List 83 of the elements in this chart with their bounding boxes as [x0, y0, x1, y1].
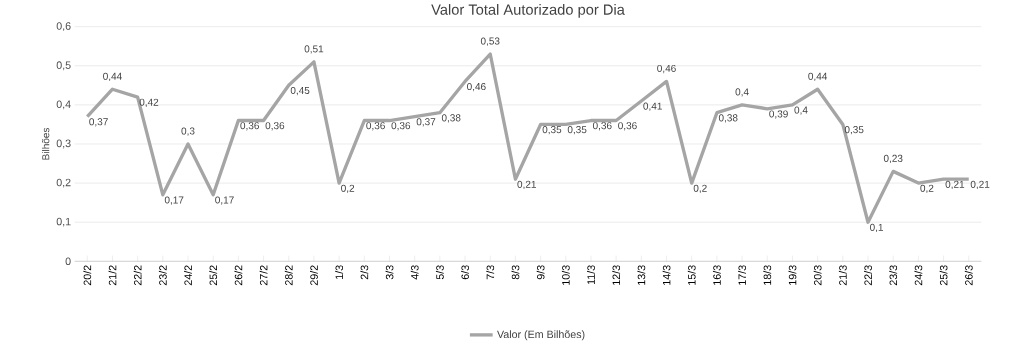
data-label: 0,36	[618, 122, 637, 131]
x-tick-label: 16/3	[712, 265, 721, 285]
data-label: 0,21	[517, 180, 536, 190]
data-label: 0,35	[567, 126, 587, 135]
data-label: 0,38	[718, 114, 738, 123]
x-tick-label: 14/3	[662, 265, 671, 285]
y-tick-label: 0,3	[56, 139, 71, 149]
x-tick-label: 22/3	[864, 265, 872, 286]
x-tick-label: 13/3	[637, 265, 646, 285]
data-label: 0,42	[139, 98, 159, 107]
chart-title: Valor Total Autorizado por Dia	[431, 4, 625, 18]
data-label: 0,35	[844, 126, 864, 135]
data-label: 0,4	[794, 106, 808, 115]
data-label: 0,46	[657, 64, 676, 74]
data-label: 0,36	[366, 122, 385, 131]
y-axis-title: Bilhões	[41, 127, 50, 160]
x-tick-label: 4/3	[410, 265, 419, 280]
x-tick-label: 22/2	[133, 265, 142, 286]
data-label: 0,53	[480, 37, 500, 46]
x-tick-label: 23/2	[158, 265, 167, 286]
y-tick-label: 0,4	[56, 100, 71, 110]
x-tick-label: 21/3	[838, 265, 847, 286]
x-tick-label: 12/3	[612, 265, 621, 285]
data-label: 0,23	[883, 154, 903, 164]
data-label: 0,2	[341, 184, 355, 193]
x-tick-label: 29/2	[310, 265, 318, 286]
data-label: 0,45	[290, 86, 310, 96]
x-tick-label: 10/3	[561, 265, 570, 285]
x-tick-label: 23/3	[889, 265, 898, 286]
x-tick-label: 11/3	[587, 265, 595, 285]
data-label: 0,21	[970, 180, 990, 190]
data-label: 0,51	[304, 45, 324, 54]
data-label: 0,21	[945, 180, 965, 190]
data-label: 0,2	[920, 184, 934, 193]
data-label: 0,35	[542, 126, 562, 135]
data-label: 0,36	[240, 122, 259, 131]
data-label: 0,37	[89, 118, 108, 127]
data-label: 0,17	[215, 196, 234, 205]
data-label: 0,41	[643, 102, 662, 111]
x-tick-label: 5/3	[435, 265, 444, 280]
data-label: 0,17	[164, 196, 184, 205]
x-tick-label: 26/3	[964, 265, 973, 286]
data-label: 0,44	[103, 72, 122, 81]
legend-label: Valor (Em Bilhões)	[497, 330, 585, 341]
data-label: 0,44	[808, 72, 828, 81]
data-label: 0,2	[693, 184, 707, 193]
y-tick-label: 0,1	[56, 217, 71, 227]
x-tick-label: 9/3	[536, 265, 545, 280]
y-tick-label: 0,2	[56, 178, 71, 188]
x-tick-label: 24/2	[184, 265, 192, 286]
x-tick-label: 18/3	[763, 265, 772, 285]
x-tick-label: 25/3	[939, 265, 948, 286]
y-tick-label: 0,5	[56, 61, 71, 71]
data-label: 0,4	[735, 88, 749, 97]
x-tick-label: 6/3	[461, 265, 469, 280]
x-tick-label: 15/3	[687, 265, 696, 285]
x-tick-label: 20/2	[83, 265, 92, 286]
data-label: 0,39	[769, 110, 788, 119]
x-tick-label: 26/2	[234, 265, 243, 286]
x-tick-label: 17/3	[738, 265, 746, 285]
data-label: 0,38	[441, 114, 461, 123]
data-label: 0,36	[592, 122, 612, 131]
x-tick-label: 20/3	[813, 265, 822, 286]
x-tick-label: 19/3	[788, 265, 797, 285]
x-tick-label: 8/3	[511, 265, 520, 280]
line-series	[85, 52, 971, 224]
data-label: 0,36	[391, 122, 411, 131]
data-label: 0,1	[870, 223, 884, 233]
x-tick-label: 24/3	[914, 265, 923, 286]
y-tick-label: 0	[65, 257, 71, 266]
x-tick-label: 21/2	[108, 265, 117, 286]
x-tick-label: 27/2	[259, 265, 268, 286]
x-tick-label: 2/3	[360, 265, 369, 280]
data-label: 0,37	[416, 118, 436, 127]
data-label: 0,3	[181, 127, 195, 136]
x-tick-label: 1/3	[335, 265, 344, 279]
x-tick-label: 28/2	[284, 265, 293, 286]
data-label: 0,36	[265, 122, 285, 131]
data-label: 0,46	[467, 83, 486, 92]
x-tick-label: 25/2	[209, 265, 218, 286]
x-tick-label: 7/3	[486, 265, 495, 280]
y-tick-label: 0,6	[56, 22, 71, 32]
x-tick-label: 3/3	[385, 265, 394, 280]
